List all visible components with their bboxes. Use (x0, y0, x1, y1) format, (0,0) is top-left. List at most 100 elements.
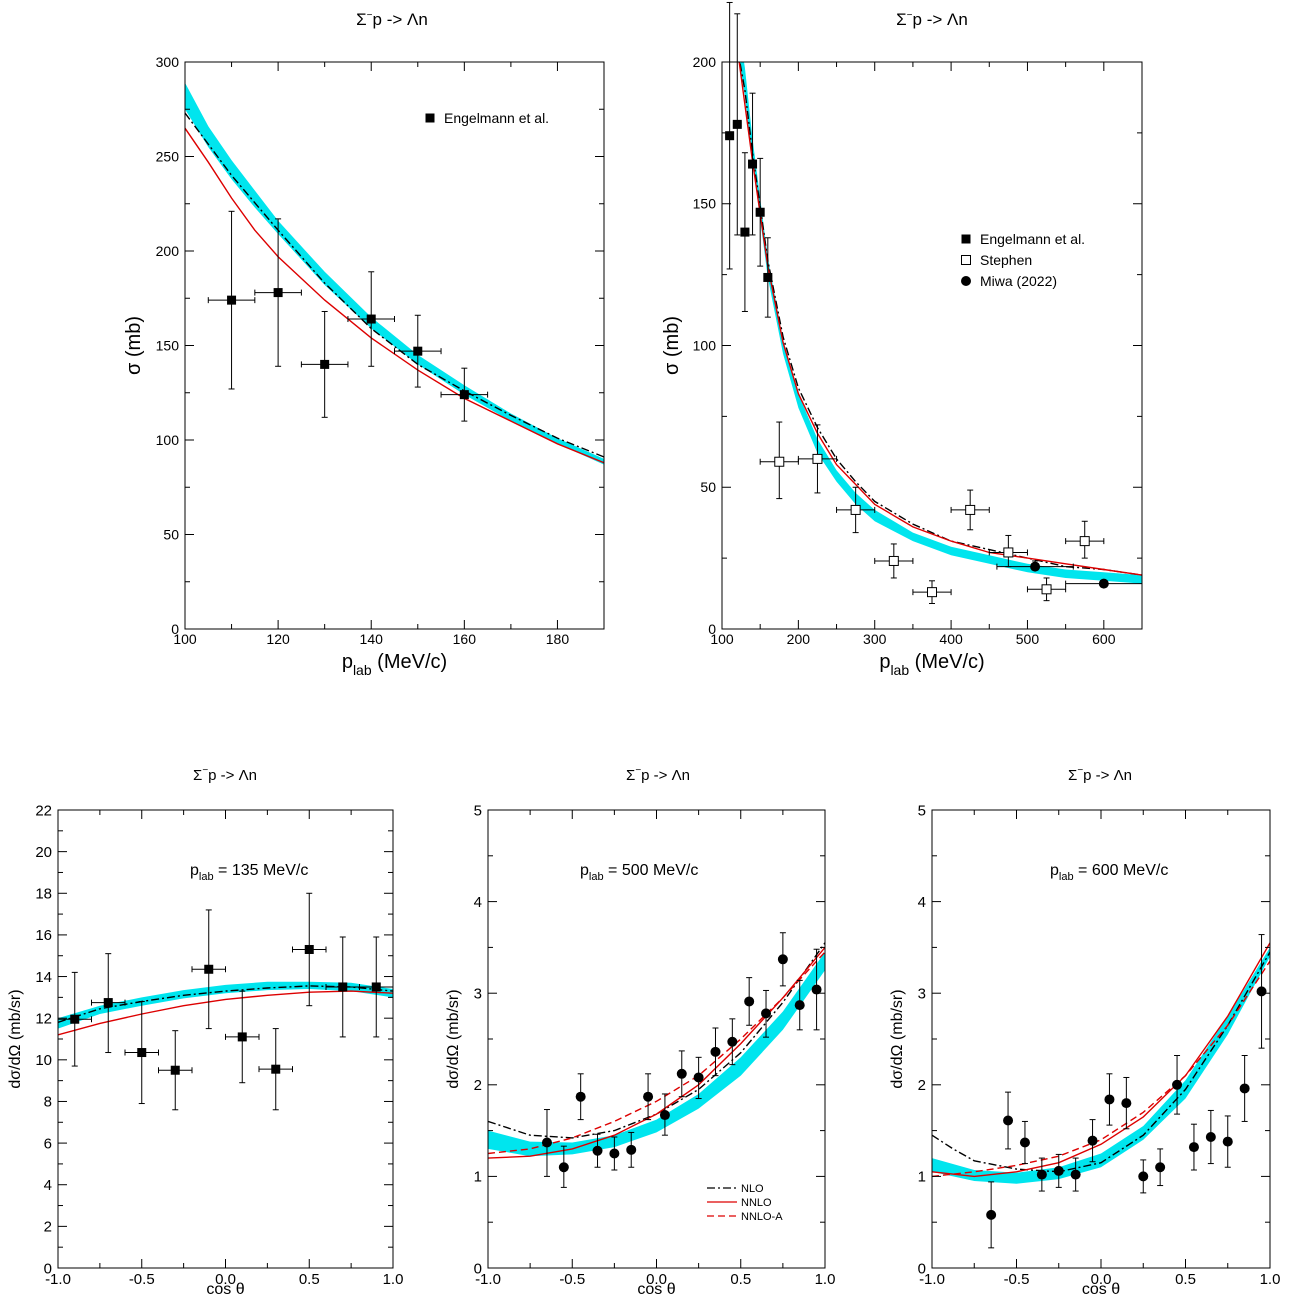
data-point-data (1138, 1159, 1149, 1194)
data-point-data (292, 892, 327, 1007)
data-point-engelmann-et-al- (755, 157, 765, 267)
plab-annotation: plab = 600 MeV/c (1050, 862, 1168, 883)
data-point-stephen (1026, 577, 1067, 602)
marker-circle (1188, 1142, 1199, 1153)
data-point-engelmann-et-al- (725, 1, 735, 270)
marker-square (459, 390, 469, 400)
y-axis-label: σ (mb) (123, 316, 145, 375)
data-point-data (676, 1050, 687, 1098)
data-point-data (710, 1027, 721, 1077)
y-tick-label: 0 (474, 1260, 482, 1277)
legend: Engelmann et al. (425, 110, 549, 126)
marker-circle (777, 954, 788, 965)
x-tick-label: -1.0 (919, 1271, 945, 1288)
marker-circle (1239, 1083, 1250, 1094)
marker-square (366, 314, 376, 324)
marker-circle (727, 1036, 738, 1047)
y-axis-label: dσ/dΩ (mb/sr) (445, 989, 462, 1088)
y-tick-label: 0 (171, 621, 179, 637)
marker-square (70, 1014, 80, 1024)
legend-marker-square (961, 234, 971, 244)
y-tick-label: 4 (918, 894, 926, 911)
marker-circle (986, 1209, 997, 1220)
data-point-engelmann-et-al- (254, 218, 302, 367)
marker-circle (643, 1091, 654, 1102)
marker-circle (1121, 1098, 1132, 1109)
data-point-data (124, 1001, 159, 1105)
data-point-engelmann-et-al- (440, 367, 489, 422)
marker-circle (558, 1162, 569, 1173)
marker-circle (1172, 1079, 1183, 1090)
marker-square (271, 1064, 281, 1074)
plot-area (488, 942, 825, 1159)
band-tr (739, 62, 1142, 584)
data-point-data (986, 1181, 997, 1249)
marker-circle (1222, 1136, 1233, 1147)
x-tick-label: 0.0 (1091, 1271, 1112, 1288)
x-axis-label: cos θ (206, 1281, 244, 1298)
data-point-data (643, 1073, 654, 1121)
data-point-data (191, 909, 226, 1030)
ticks (931, 809, 1271, 1269)
data-point-miwa-2022- (1065, 578, 1143, 589)
y-tick-label: 50 (700, 479, 716, 495)
curve-nnlo (185, 127, 604, 464)
data-point-data (57, 971, 92, 1067)
marker-square (732, 119, 742, 129)
marker-circle (1036, 1169, 1047, 1180)
legend-label: Miwa (2022) (980, 273, 1057, 289)
chart-bm: Σ−p -> Λn -1.0 -0.5 0.0 0.5 1.0 0 1 2 3 4 5 cos θ dσ/… (445, 765, 835, 1298)
marker-open-square (774, 456, 785, 467)
marker-square (413, 346, 423, 356)
y-tick-label: 3 (918, 985, 926, 1002)
x-tick-label: 0.5 (730, 1271, 751, 1288)
ticks (184, 61, 605, 630)
marker-circle (744, 996, 755, 1007)
y-tick-label: 4 (44, 1177, 52, 1194)
chart-title: Σ−p -> Λn (356, 10, 428, 29)
x-tick-label: 160 (453, 631, 477, 647)
x-tick-label: 200 (787, 631, 811, 647)
curve-nlo (185, 112, 604, 458)
legend-label: NLO (741, 1183, 764, 1195)
y-tick-label: 20 (35, 844, 52, 861)
marker-open-square (1003, 547, 1014, 558)
y-tick-label: 4 (474, 894, 482, 911)
x-tick-label: -0.5 (129, 1271, 155, 1288)
x-tick-label: 600 (1092, 631, 1116, 647)
legend-marker-square (425, 113, 435, 123)
chart-tr: Σ−p -> Λn 100 200 300 400 500 600 0 50 100 150 200 p… (661, 1, 1143, 678)
x-tick-label: 300 (863, 631, 887, 647)
y-tick-label: 2 (474, 1077, 482, 1094)
data-point-data (592, 1133, 603, 1168)
curve-nnlo (932, 942, 1270, 1178)
data-point-engelmann-et-al- (732, 13, 742, 236)
legend-marker-circle (961, 276, 971, 286)
y-tick-label: 14 (35, 969, 52, 986)
y-axis-label: σ (mb) (661, 316, 683, 375)
data-point-data (761, 989, 772, 1038)
marker-square (338, 982, 348, 992)
x-tick-label: 100 (173, 631, 197, 647)
y-tick-label: 2 (918, 1077, 926, 1094)
marker-circle (794, 1000, 805, 1011)
y-tick-label: 3 (474, 985, 482, 1002)
marker-circle (811, 984, 822, 995)
plab-annotation: plab = 500 MeV/c (580, 862, 698, 883)
x-tick-label: -0.5 (559, 1271, 585, 1288)
data-point-data (1188, 1123, 1199, 1171)
curve-nnlo (58, 990, 393, 1036)
data-point-engelmann-et-al- (207, 210, 256, 390)
y-tick-label: 150 (693, 196, 717, 212)
marker-open-square (1041, 584, 1052, 595)
data-point-engelmann-et-al- (300, 310, 349, 418)
data-point-data (91, 953, 126, 1054)
y-tick-label: 6 (44, 1135, 52, 1152)
marker-square (237, 1032, 247, 1042)
y-tick-label: 10 (35, 1052, 52, 1069)
marker-open-square (888, 555, 899, 566)
band-br (932, 947, 1270, 1184)
y-tick-label: 1 (474, 1169, 482, 1186)
marker-circle (1155, 1162, 1166, 1173)
data-point-stephen (759, 421, 799, 500)
